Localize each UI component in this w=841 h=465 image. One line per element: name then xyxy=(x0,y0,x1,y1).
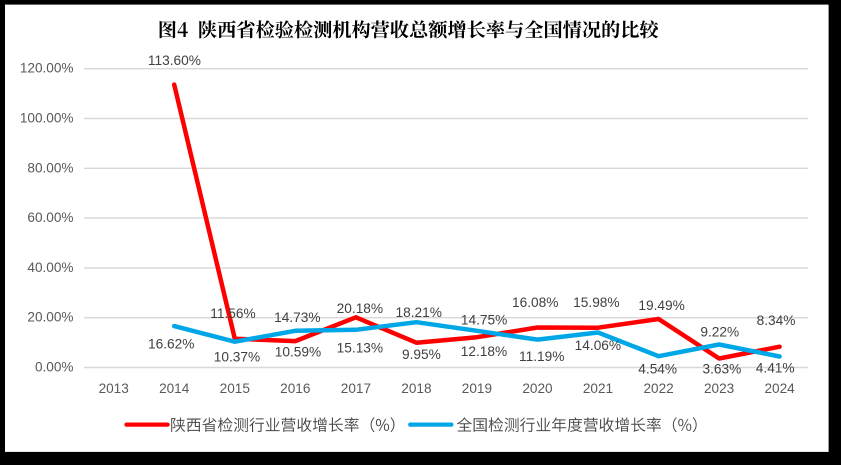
svg-text:0.00%: 0.00% xyxy=(35,360,74,375)
svg-text:2021: 2021 xyxy=(583,381,613,396)
svg-text:19.49%: 19.49% xyxy=(638,298,684,313)
svg-text:14.06%: 14.06% xyxy=(575,338,621,353)
svg-text:2024: 2024 xyxy=(764,381,795,396)
svg-text:2016: 2016 xyxy=(280,381,310,396)
svg-text:18.21%: 18.21% xyxy=(395,305,441,320)
svg-text:60.00%: 60.00% xyxy=(27,210,73,225)
svg-text:2020: 2020 xyxy=(522,381,553,396)
svg-text:3.63%: 3.63% xyxy=(702,362,741,377)
svg-text:2014: 2014 xyxy=(159,381,190,396)
svg-text:10.37%: 10.37% xyxy=(214,350,260,365)
svg-text:113.60%: 113.60% xyxy=(148,53,201,68)
svg-text:2017: 2017 xyxy=(341,381,371,396)
svg-text:16.62%: 16.62% xyxy=(148,337,194,352)
svg-text:80.00%: 80.00% xyxy=(27,160,73,175)
svg-text:16.08%: 16.08% xyxy=(512,295,558,310)
svg-text:14.75%: 14.75% xyxy=(461,313,507,328)
svg-text:100.00%: 100.00% xyxy=(20,111,74,126)
svg-text:2013: 2013 xyxy=(99,381,129,396)
svg-text:2022: 2022 xyxy=(643,381,673,396)
svg-text:4.54%: 4.54% xyxy=(638,362,677,377)
svg-text:40.00%: 40.00% xyxy=(27,260,73,275)
svg-text:14.73%: 14.73% xyxy=(274,310,320,325)
svg-text:10.59%: 10.59% xyxy=(275,345,321,360)
svg-text:11.19%: 11.19% xyxy=(519,349,564,364)
svg-text:2019: 2019 xyxy=(462,381,492,396)
svg-text:120.00%: 120.00% xyxy=(20,61,74,76)
svg-text:2018: 2018 xyxy=(401,381,431,396)
svg-text:11.56%: 11.56% xyxy=(210,306,255,321)
svg-text:9.95%: 9.95% xyxy=(402,347,441,362)
svg-text:15.13%: 15.13% xyxy=(337,341,383,356)
svg-text:15.98%: 15.98% xyxy=(573,295,619,310)
svg-text:12.18%: 12.18% xyxy=(461,344,507,359)
svg-text:20.00%: 20.00% xyxy=(27,310,73,325)
svg-text:2015: 2015 xyxy=(220,381,250,396)
svg-text:4.41%: 4.41% xyxy=(756,361,795,376)
svg-text:20.18%: 20.18% xyxy=(337,301,383,316)
svg-text:9.22%: 9.22% xyxy=(700,325,739,340)
svg-text:8.34%: 8.34% xyxy=(757,313,796,328)
svg-text:2023: 2023 xyxy=(704,381,734,396)
